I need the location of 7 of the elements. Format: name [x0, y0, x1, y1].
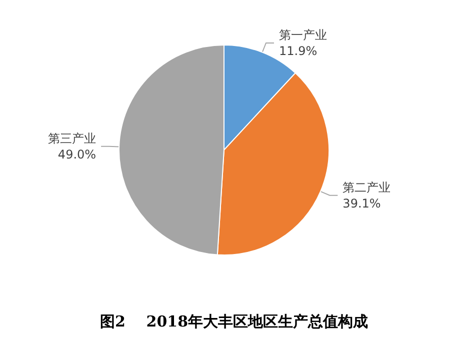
data-label: 49.0% — [58, 147, 96, 162]
data-label: 11.9% — [279, 44, 318, 58]
slice-label: 第二产业 — [342, 180, 391, 194]
slice-label: 第三产业 — [48, 131, 96, 146]
text: 图2 2018年大丰区地区生产总值构成 — [100, 312, 368, 330]
data-label: 39.1% — [342, 196, 381, 210]
slice-label: 第一产业 — [279, 28, 327, 42]
